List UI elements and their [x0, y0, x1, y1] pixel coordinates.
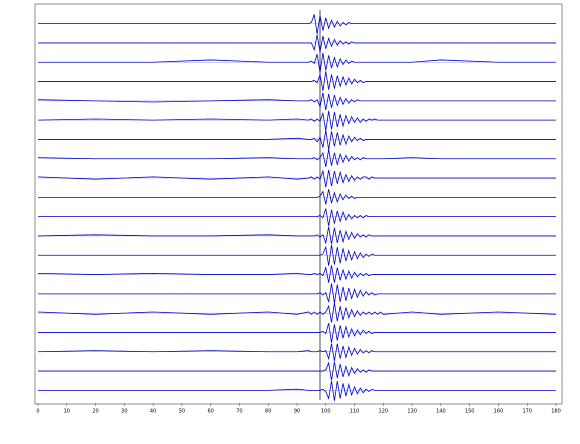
x-tick-label: 30: [121, 409, 127, 415]
x-tick-label: 100: [321, 409, 331, 415]
seismic-trace: [38, 189, 556, 205]
x-tick-label: 140: [436, 409, 446, 415]
seismic-trace: [37, 110, 556, 131]
x-tick-label: 150: [465, 409, 475, 415]
seismic-trace: [38, 34, 556, 53]
x-tick-label: 20: [92, 409, 98, 415]
x-tick-label: 120: [379, 409, 389, 415]
seismic-trace: [38, 323, 556, 343]
seismic-trace: [38, 52, 556, 73]
seismic-trace: [38, 381, 556, 401]
x-tick-label: 0: [36, 409, 39, 415]
seismic-trace: [37, 343, 556, 362]
x-tick-label: 160: [494, 409, 504, 415]
seismic-trace: [38, 14, 556, 35]
x-tick-label: 110: [350, 409, 360, 415]
x-tick-label: 10: [64, 409, 70, 415]
x-tick-label: 70: [236, 409, 242, 415]
seismic-trace: [38, 130, 556, 150]
seismic-trace: [37, 265, 556, 283]
x-tick-label: 40: [150, 409, 156, 415]
x-tick-label: 80: [265, 409, 271, 415]
x-tick-label: 50: [179, 409, 185, 415]
seismic-trace: [38, 71, 556, 91]
seismic-trace: [38, 283, 556, 304]
seismic-trace: [37, 226, 556, 245]
seismic-trace: [37, 169, 556, 188]
x-tick-label: 130: [407, 409, 417, 415]
seismic-trace: [38, 244, 556, 266]
seismic-trace: [38, 208, 556, 226]
seismic-trace: [37, 149, 556, 167]
x-tick-label: 180: [551, 409, 561, 415]
seismic-trace: [38, 361, 556, 381]
x-tick-label: 170: [522, 409, 532, 415]
seismic-trace: [37, 302, 557, 323]
x-tick-label: 90: [294, 409, 300, 415]
plot-frame: [34, 3, 563, 405]
seismic-trace: [37, 92, 556, 111]
x-tick-label: 60: [207, 409, 213, 415]
